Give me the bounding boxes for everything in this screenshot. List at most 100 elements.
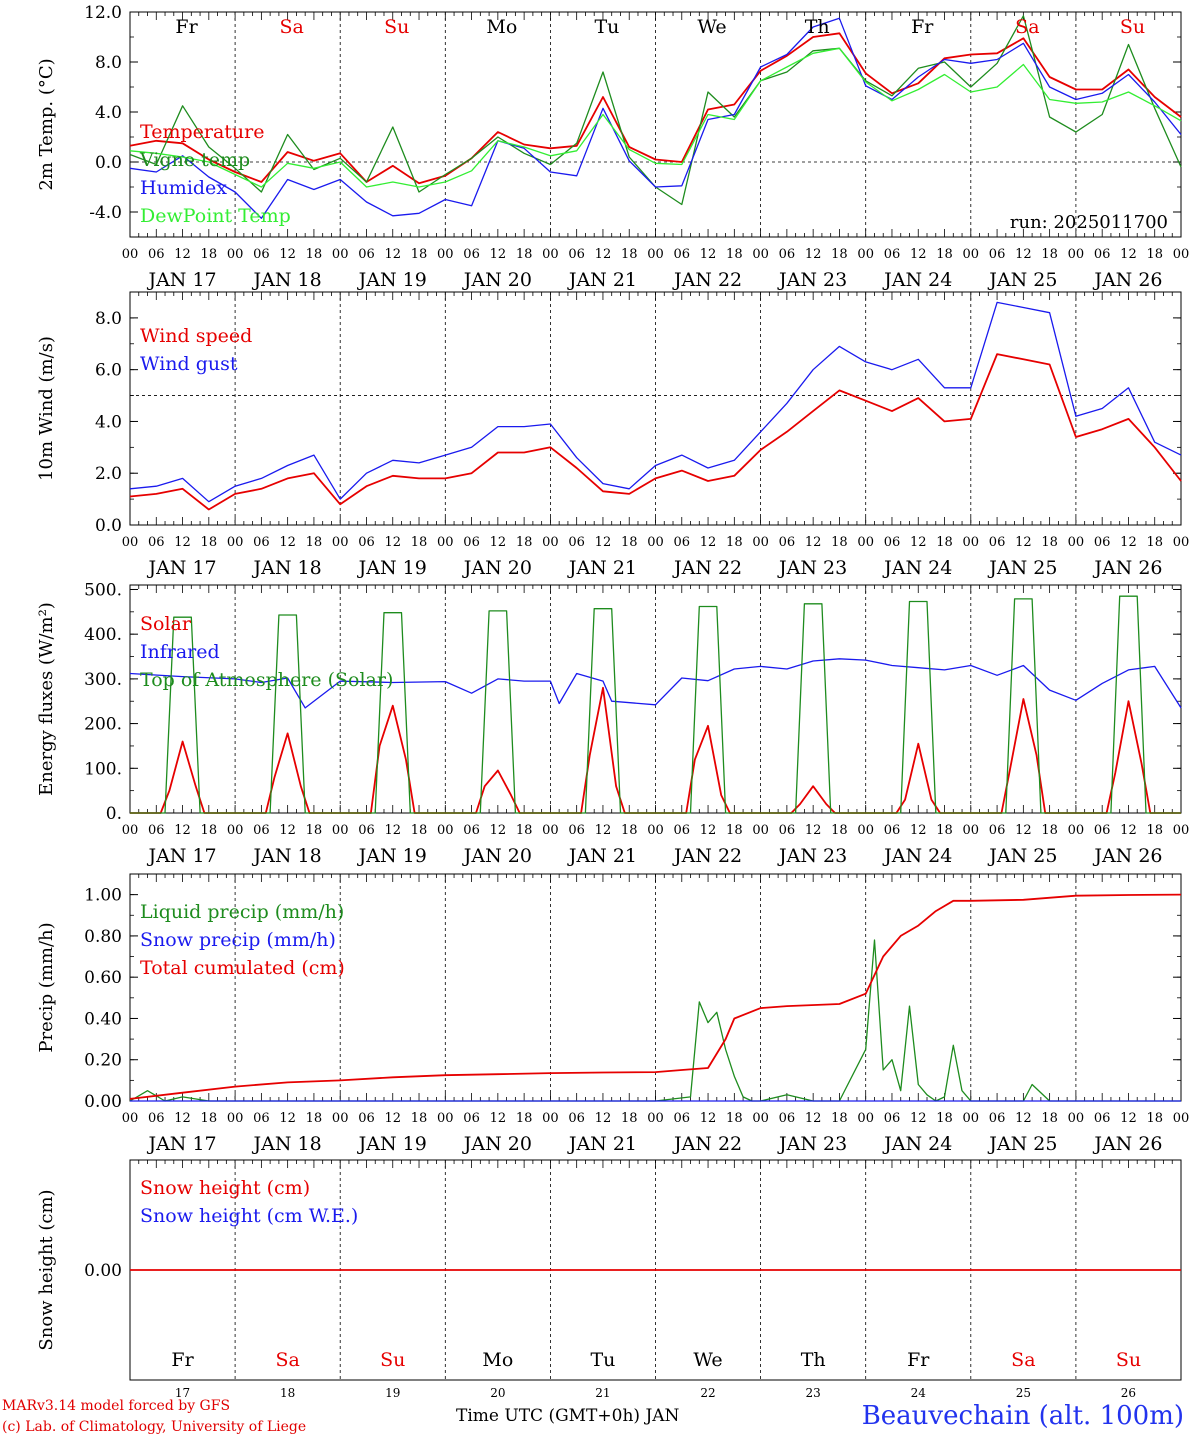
date-label: JAN 22	[672, 269, 742, 291]
hour-label: 00	[542, 247, 559, 262]
hour-label: 06	[779, 1111, 796, 1126]
legend-entry: Wind gust	[140, 353, 238, 375]
hour-label: 12	[1015, 823, 1032, 838]
date-label: JAN 23	[777, 269, 847, 291]
legend-entry: Liquid precip (mm/h)	[140, 901, 344, 923]
y-tick-label: 0.20	[84, 1051, 122, 1071]
hour-label: 12	[1120, 535, 1137, 550]
hour-label: 18	[201, 247, 218, 262]
y-tick-label: 100.	[84, 759, 122, 779]
hour-label: 12	[1120, 247, 1137, 262]
hour-label: 06	[884, 823, 901, 838]
hour-label: 00	[1173, 535, 1190, 550]
hour-label: 12	[384, 535, 401, 550]
hour-label: 18	[201, 535, 218, 550]
hour-label: 12	[595, 535, 612, 550]
y-tick-label: 8.0	[95, 309, 122, 329]
hour-label: 18	[1041, 823, 1058, 838]
hour-label: 12	[805, 247, 822, 262]
legend-entry: Snow height (cm W.E.)	[140, 1205, 358, 1227]
hour-label: 06	[463, 823, 480, 838]
date-label: JAN 24	[882, 557, 952, 579]
hour-label: 12	[174, 823, 191, 838]
y-tick-label: 0.00	[84, 1261, 122, 1281]
hour-label: 18	[621, 247, 638, 262]
y-tick-label: 0.	[106, 804, 122, 824]
hour-label: 06	[674, 1111, 691, 1126]
date-label: JAN 23	[777, 845, 847, 867]
hour-label: 12	[1015, 1111, 1032, 1126]
meteogram-chart: -4.0 0.0 4.0 8.0 12.0 2m Temp. (°C) Temperatur…	[36, 3, 1190, 1400]
day-number-label: 20	[490, 1386, 505, 1400]
date-label: JAN 17	[146, 1133, 216, 1155]
hour-label: 18	[516, 823, 533, 838]
hour-label: 00	[647, 535, 664, 550]
hour-label: 18	[1146, 1111, 1163, 1126]
y-tick-label: 1.00	[84, 886, 122, 906]
hour-label: 18	[201, 1111, 218, 1126]
station-name: Beauvechain (alt. 100m)	[861, 1401, 1184, 1431]
hour-label: 12	[279, 1111, 296, 1126]
hour-label: 00	[542, 823, 559, 838]
hour-label: 18	[936, 535, 953, 550]
date-label: JAN 22	[672, 845, 742, 867]
y-tick-label: 0.60	[84, 968, 122, 988]
hour-label: 00	[1068, 1111, 1085, 1126]
hour-label: 00	[437, 1111, 454, 1126]
y-tick-label: 6.0	[95, 361, 122, 381]
hour-label: 12	[595, 823, 612, 838]
hour-label: 18	[1041, 1111, 1058, 1126]
hour-label: 00	[1173, 247, 1190, 262]
y-tick-label: 0.0	[95, 153, 122, 173]
date-label: JAN 20	[462, 845, 532, 867]
legend-entry: Top of Atmosphere (Solar)	[140, 669, 393, 691]
date-label: JAN 22	[672, 557, 742, 579]
hour-label: 12	[279, 823, 296, 838]
y-axis-label: Precip (mm/h)	[36, 922, 57, 1052]
date-label: JAN 25	[987, 269, 1057, 291]
weekday-label-top: Th	[805, 16, 830, 38]
hour-label: 12	[595, 247, 612, 262]
hour-label: 06	[568, 1111, 585, 1126]
hour-label: 00	[1068, 535, 1085, 550]
hour-label: 12	[174, 535, 191, 550]
series-line-wind-gust	[129, 301, 1182, 503]
hour-label: 00	[122, 247, 139, 262]
hour-label: 00	[752, 535, 769, 550]
hour-label: 06	[568, 535, 585, 550]
hour-label: 00	[752, 247, 769, 262]
hour-label: 00	[963, 823, 980, 838]
y-tick-label: 4.0	[95, 412, 122, 432]
y-tick-label: 2.0	[95, 464, 122, 484]
hour-label: 12	[384, 1111, 401, 1126]
model-credit: MARv3.14 model forced by GFS	[2, 1398, 231, 1414]
hour-label: 18	[1146, 535, 1163, 550]
hour-label: 06	[989, 823, 1006, 838]
hour-label: 06	[779, 247, 796, 262]
weekday-label-top: Sa	[279, 16, 303, 38]
hour-label: 12	[384, 247, 401, 262]
hour-label: 06	[568, 823, 585, 838]
weekday-label-top: Sa	[1015, 16, 1039, 38]
hour-label: 12	[700, 1111, 717, 1126]
hour-label: 12	[910, 823, 927, 838]
hour-label: 12	[279, 247, 296, 262]
series-line-total-cumulated-cm-	[129, 893, 1182, 1100]
hour-label: 06	[674, 823, 691, 838]
hour-label: 00	[332, 823, 349, 838]
hour-label: 12	[700, 535, 717, 550]
date-label: JAN 24	[882, 845, 952, 867]
weekday-label-top: Mo	[486, 16, 517, 38]
y-tick-label: 8.0	[95, 53, 122, 73]
hour-label: 00	[1173, 823, 1190, 838]
hour-label: 06	[463, 535, 480, 550]
hour-label: 06	[568, 247, 585, 262]
series-line-dewpoint-temp	[129, 47, 1182, 188]
hour-label: 00	[437, 823, 454, 838]
y-tick-label: 12.0	[84, 3, 122, 23]
day-number-label: 25	[1016, 1386, 1031, 1400]
hour-label: 00	[1068, 247, 1085, 262]
y-axis-label: 10m Wind (m/s)	[36, 336, 57, 481]
day-number-label: 26	[1121, 1386, 1136, 1400]
hour-label: 06	[779, 535, 796, 550]
